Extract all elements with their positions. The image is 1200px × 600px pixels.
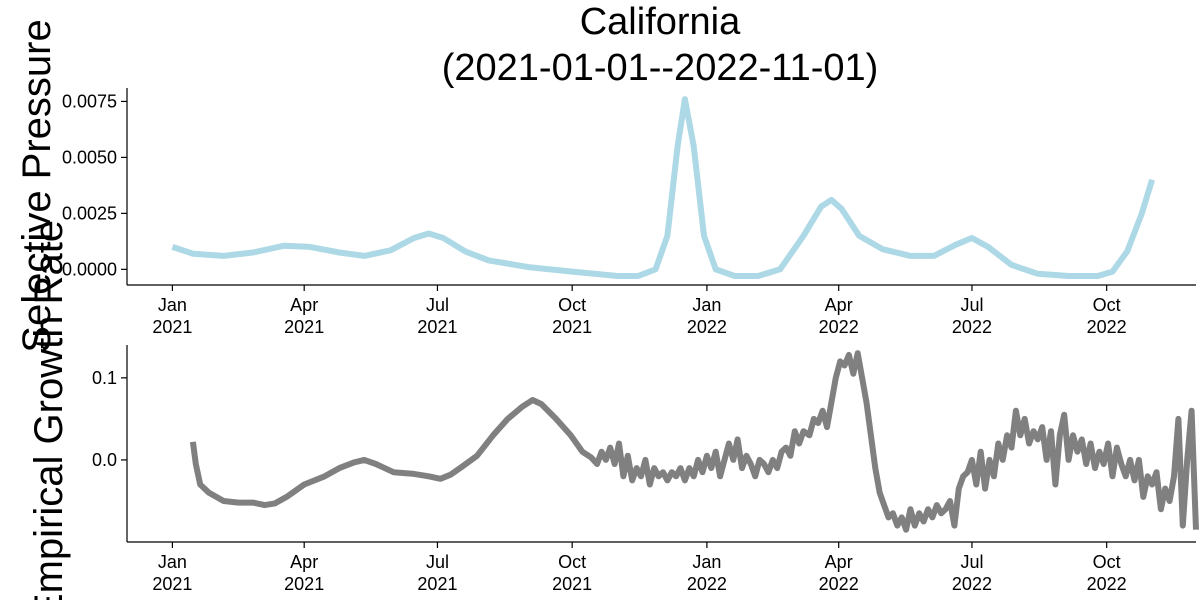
- bottom-x-tick-label-year: 2022: [952, 574, 992, 594]
- top-x-tick-label-month: Jan: [158, 295, 187, 315]
- selective-pressure-line: [171, 96, 1155, 279]
- bottom-x-tick-label-year: 2022: [687, 574, 727, 594]
- top-y-tick-label: 0.0075: [62, 91, 117, 111]
- top-x-tick-label-month: Apr: [290, 295, 318, 315]
- top-x-tick-label-month: Jul: [426, 295, 449, 315]
- top-x-tick-label-month: Jul: [960, 295, 983, 315]
- bottom-y-axis-label: Empirical Growth Rate: [27, 220, 71, 600]
- top-x-tick-label-year: 2022: [687, 317, 727, 337]
- bottom-y-tick-label: 0.0: [92, 450, 117, 470]
- bottom-x-tick-label-month: Oct: [558, 552, 586, 572]
- top-y-axis-label: Selective Pressure: [15, 19, 59, 352]
- top-x-tick-label-month: Apr: [825, 295, 853, 315]
- chart-title-line-1: California: [580, 1, 741, 43]
- empirical-growth-rate-panel: 0.00.1 Jan2021Apr2021Jul2021Oct2021Jan20…: [92, 345, 1199, 594]
- top-x-tick-label-year: 2021: [284, 317, 324, 337]
- top-x-tick-label-year: 2021: [417, 317, 457, 337]
- top-x-tick-label-month: Jan: [692, 295, 721, 315]
- top-x-tick-label-year: 2021: [552, 317, 592, 337]
- top-x-tick-label-month: Oct: [1093, 295, 1121, 315]
- bottom-x-tick-label-month: Apr: [825, 552, 853, 572]
- bottom-x-tick-label-year: 2021: [152, 574, 192, 594]
- empirical-growth-rate-line: [189, 350, 1199, 533]
- top-y-tick-label: 0.0000: [62, 259, 117, 279]
- bottom-x-tick-label-year: 2022: [1087, 574, 1127, 594]
- top-x-tick-label-year: 2022: [952, 317, 992, 337]
- bottom-y-tick-label: 0.1: [92, 368, 117, 388]
- top-y-tick-label: 0.0050: [62, 147, 117, 167]
- chart-title-line-2: (2021-01-01--2022-11-01): [442, 47, 879, 89]
- bottom-x-tick-label-month: Jan: [692, 552, 721, 572]
- bottom-x-tick-label-month: Apr: [290, 552, 318, 572]
- bottom-x-tick-label-year: 2021: [417, 574, 457, 594]
- top-x-tick-label-year: 2021: [152, 317, 192, 337]
- bottom-x-tick-label-month: Jan: [158, 552, 187, 572]
- top-x-tick-label-month: Oct: [558, 295, 586, 315]
- bottom-x-tick-label-year: 2022: [819, 574, 859, 594]
- bottom-x-tick-label-month: Jul: [426, 552, 449, 572]
- bottom-x-tick-label-year: 2021: [284, 574, 324, 594]
- bottom-x-tick-label-year: 2021: [552, 574, 592, 594]
- bottom-x-tick-label-month: Oct: [1093, 552, 1121, 572]
- bottom-x-tick-label-month: Jul: [960, 552, 983, 572]
- top-x-tick-label-year: 2022: [1087, 317, 1127, 337]
- top-y-tick-label: 0.0025: [62, 203, 117, 223]
- top-x-tick-label-year: 2022: [819, 317, 859, 337]
